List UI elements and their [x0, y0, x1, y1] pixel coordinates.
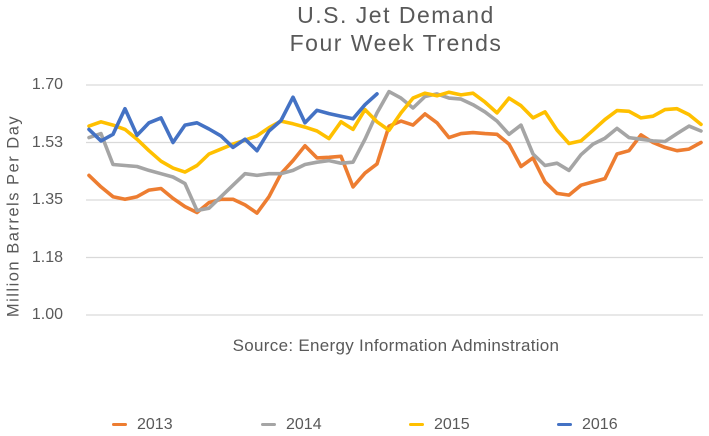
series-line-2015 — [87, 90, 703, 174]
legend-label-2016: 2016 — [582, 416, 618, 433]
series-line-2016 — [87, 92, 379, 153]
chart-title-line-2: Four Week Trends — [289, 30, 503, 56]
legend-swatch-2015 — [409, 422, 424, 427]
series-line-2014 — [87, 89, 703, 213]
legend-item-2016: 2016 — [557, 416, 618, 433]
legend-swatch-2013 — [112, 422, 127, 427]
chart-title-line-1: U.S. Jet Demand — [297, 2, 495, 28]
y-tick-label: 1.00 — [31, 306, 63, 323]
legend-item-2014: 2014 — [261, 416, 322, 433]
legend-swatch-2014 — [261, 422, 276, 427]
legend-item-2013: 2013 — [112, 416, 173, 433]
y-tick-label: 1.18 — [31, 249, 63, 266]
legend-label-2014: 2014 — [286, 416, 322, 433]
legend-item-2015: 2015 — [409, 416, 470, 433]
y-tick-label: 1.35 — [31, 191, 63, 208]
legend-swatch-2016 — [557, 422, 572, 427]
legend-label-2013: 2013 — [137, 416, 173, 433]
y-tick-label: 1.53 — [31, 134, 63, 151]
source-note: Source: Energy Information Adminstration — [232, 336, 560, 355]
legend-label-2015: 2015 — [434, 416, 470, 433]
y-tick-label: 1.70 — [31, 76, 63, 93]
